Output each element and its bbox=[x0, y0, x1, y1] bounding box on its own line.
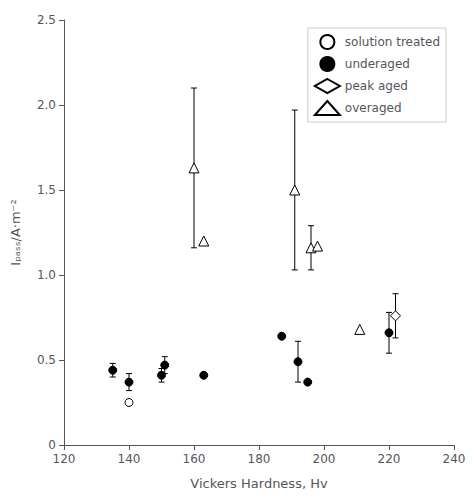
svg-text:0.5: 0.5 bbox=[37, 353, 56, 367]
svg-text:solution treated: solution treated bbox=[345, 35, 440, 49]
svg-text:underaged: underaged bbox=[345, 57, 410, 71]
svg-text:Vickers Hardness, Hv: Vickers Hardness, Hv bbox=[190, 476, 328, 491]
svg-text:2.0: 2.0 bbox=[37, 98, 56, 112]
svg-text:Iₚₐₛₛ/A·m⁻²: Iₚₐₛₛ/A·m⁻² bbox=[8, 199, 23, 265]
svg-text:240: 240 bbox=[443, 452, 466, 466]
svg-text:peak aged: peak aged bbox=[345, 79, 408, 93]
svg-text:140: 140 bbox=[118, 452, 141, 466]
svg-text:overaged: overaged bbox=[345, 101, 402, 115]
svg-text:0: 0 bbox=[48, 438, 56, 452]
svg-text:2.5: 2.5 bbox=[37, 13, 56, 27]
svg-text:1.5: 1.5 bbox=[37, 183, 56, 197]
svg-text:180: 180 bbox=[248, 452, 271, 466]
svg-text:220: 220 bbox=[378, 452, 401, 466]
svg-text:160: 160 bbox=[183, 452, 206, 466]
svg-text:120: 120 bbox=[53, 452, 76, 466]
svg-text:1.0: 1.0 bbox=[37, 268, 56, 282]
svg-text:200: 200 bbox=[313, 452, 336, 466]
